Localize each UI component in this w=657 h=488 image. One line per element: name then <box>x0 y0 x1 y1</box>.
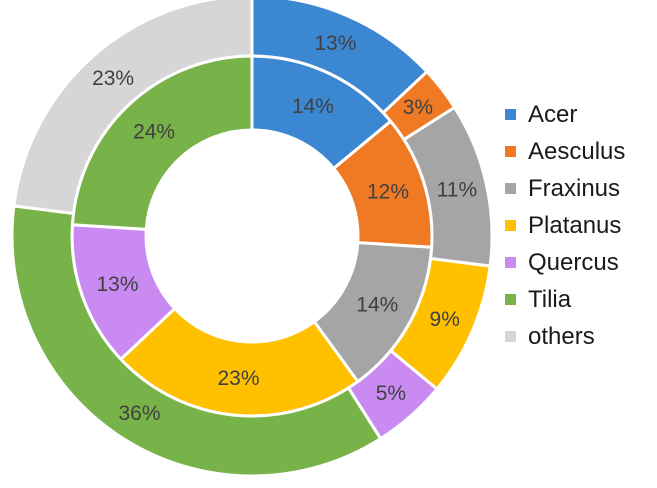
legend-swatch <box>505 146 516 157</box>
legend: Acer Aesculus Fraxinus Platanus Quercus Tilia… <box>505 96 625 355</box>
outer-label-quercus: 5% <box>376 382 406 405</box>
outer-slice-others <box>12 0 254 216</box>
outer-slice-tilia <box>10 204 383 478</box>
legend-item-acer: Acer <box>505 96 625 133</box>
legend-item-quercus: Quercus <box>505 244 625 281</box>
legend-item-others: others <box>505 318 625 355</box>
legend-label: others <box>528 322 595 350</box>
outer-label-others: 23% <box>92 67 134 90</box>
legend-item-tilia: Tilia <box>505 281 625 318</box>
legend-label: Platanus <box>528 211 622 239</box>
legend-label: Aesculus <box>528 137 626 165</box>
legend-swatch <box>505 109 516 120</box>
legend-swatch <box>505 257 516 268</box>
inner-label-aesculus: 12% <box>367 180 409 203</box>
outer-label-platanus: 9% <box>430 308 460 331</box>
donut-chart: 14% 12% 14% 23% 13% 24% 13% 3% 11% 9% 5% 36% 23% <box>10 0 494 478</box>
legend-swatch <box>505 294 516 305</box>
inner-label-quercus: 13% <box>96 273 138 296</box>
legend-label: Acer <box>528 100 578 128</box>
inner-label-fraxinus: 14% <box>356 293 398 316</box>
legend-label: Fraxinus <box>528 174 621 202</box>
inner-label-acer: 14% <box>292 95 334 118</box>
legend-label: Tilia <box>528 285 572 313</box>
legend-item-aesculus: Aesculus <box>505 133 625 170</box>
outer-label-fraxinus: 11% <box>437 179 477 202</box>
outer-label-tilia: 36% <box>118 402 160 425</box>
legend-item-platanus: Platanus <box>505 207 625 244</box>
legend-swatch <box>505 331 516 342</box>
legend-swatch <box>505 183 516 194</box>
inner-label-platanus: 23% <box>217 367 259 390</box>
legend-swatch <box>505 220 516 231</box>
legend-label: Quercus <box>528 248 619 276</box>
inner-label-tilia: 24% <box>133 120 175 143</box>
legend-item-fraxinus: Fraxinus <box>505 170 625 207</box>
outer-label-acer: 13% <box>314 32 356 55</box>
outer-label-aesculus: 3% <box>403 96 433 119</box>
